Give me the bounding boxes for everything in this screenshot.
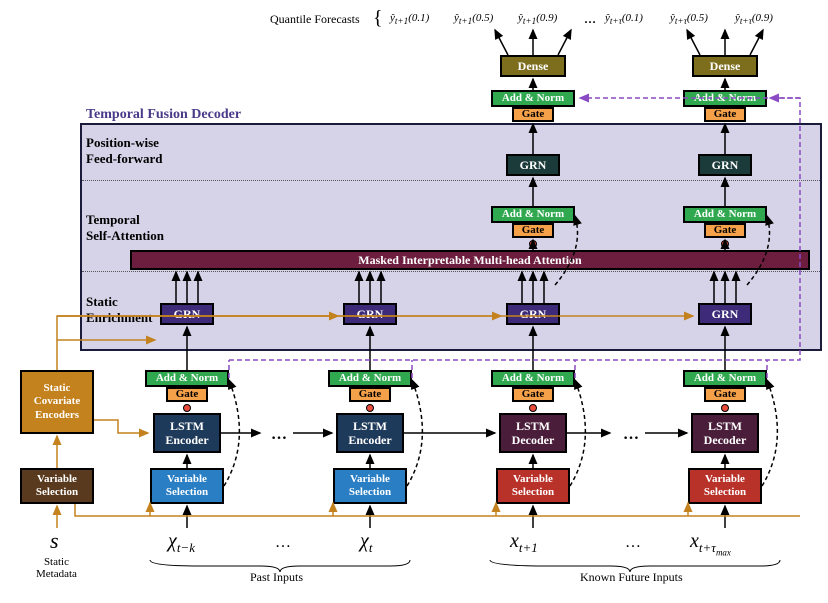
decoder-title: Temporal Fusion Decoder: [86, 107, 241, 123]
lstm-ellipsis-1: …: [271, 426, 287, 444]
dense-2: Dense: [692, 55, 758, 77]
lstm-dec-1: LSTM Decoder: [499, 413, 567, 453]
red-dot-low-4: [721, 404, 729, 412]
var-sel-3: Variable Selection: [496, 468, 570, 504]
lstm-enc-1: LSTM Encoder: [153, 413, 221, 453]
addnorm-low-1: Add & Norm: [145, 370, 229, 387]
addnorm-top-1: Add & Norm: [491, 90, 575, 107]
grn-purple-1: GRN: [160, 303, 214, 325]
quantile-label: Quantile Forecasts: [270, 12, 360, 27]
var-sel-4: Variable Selection: [688, 468, 762, 504]
addnorm-mid-1: Add & Norm: [491, 206, 575, 223]
past-inputs-label: Past Inputs: [250, 570, 303, 585]
grn-dark-1: GRN: [506, 154, 560, 176]
addnorm-low-3: Add & Norm: [491, 370, 575, 387]
output-ellipsis: …: [584, 12, 596, 27]
lstm-ellipsis-2: …: [623, 426, 639, 444]
input-x-tau: xt+τmax: [690, 530, 731, 558]
grn-purple-3: GRN: [506, 303, 560, 325]
lstm-enc-2: LSTM Encoder: [336, 413, 404, 453]
output-yhat-t1-09: ŷt+1(0.9): [518, 12, 557, 26]
red-dot-low-2: [366, 404, 374, 412]
output-yhat-t1-01: ŷt+1(0.1): [390, 12, 429, 26]
grn-purple-2: GRN: [343, 303, 397, 325]
gate-top-1: Gate: [512, 107, 554, 122]
input-ellipsis-1: …: [275, 534, 291, 552]
gate-low-2: Gate: [349, 387, 391, 402]
addnorm-low-2: Add & Norm: [328, 370, 412, 387]
gate-low-1: Gate: [166, 387, 208, 402]
red-dot-mid-2: [721, 240, 729, 248]
section-pwff: Position-wise Feed-forward: [86, 135, 163, 167]
static-cov-encoders: Static Covariate Encoders: [20, 370, 94, 434]
grn-purple-4: GRN: [698, 303, 752, 325]
input-s-label: Static Metadata: [36, 556, 77, 580]
output-yhat-t1-05: ŷt+1(0.5): [454, 12, 493, 26]
lstm-dec-2: LSTM Decoder: [691, 413, 759, 453]
var-sel-1: Variable Selection: [150, 468, 224, 504]
section-tsa: Temporal Self-Attention: [86, 212, 164, 244]
input-x-t1: xt+1: [510, 530, 538, 556]
addnorm-top-2: Add & Norm: [683, 90, 767, 107]
dense-1: Dense: [500, 55, 566, 77]
addnorm-low-4: Add & Norm: [683, 370, 767, 387]
input-ellipsis-2: …: [625, 534, 641, 552]
output-yhat-ttau-05: ŷt+τ(0.5): [670, 12, 708, 26]
quantile-brace: {: [373, 7, 383, 30]
red-dot-low-3: [529, 404, 537, 412]
attention-bar: Masked Interpretable Multi-head Attentio…: [130, 250, 810, 270]
dotted-separator-1: [82, 180, 820, 181]
red-dot-mid-1: [529, 240, 537, 248]
gate-low-3: Gate: [512, 387, 554, 402]
red-dot-low-1: [183, 404, 191, 412]
var-sel-2: Variable Selection: [333, 468, 407, 504]
gate-top-2: Gate: [704, 107, 746, 122]
var-sel-static: Variable Selection: [20, 468, 94, 504]
output-yhat-ttau-01: ŷt+τ(0.1): [605, 12, 643, 26]
input-chi-tk: χt−k: [168, 530, 195, 556]
output-yhat-ttau-09: ŷt+τ(0.9): [735, 12, 773, 26]
dotted-separator-2: [82, 271, 820, 272]
input-s: s: [50, 528, 59, 554]
input-chi-t: χt: [360, 530, 372, 556]
section-se: Static Enrichment: [86, 294, 152, 326]
grn-dark-2: GRN: [698, 154, 752, 176]
future-inputs-label: Known Future Inputs: [580, 570, 683, 585]
addnorm-mid-2: Add & Norm: [683, 206, 767, 223]
gate-low-4: Gate: [704, 387, 746, 402]
gate-mid-2: Gate: [704, 223, 746, 238]
gate-mid-1: Gate: [512, 223, 554, 238]
